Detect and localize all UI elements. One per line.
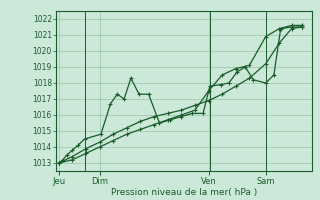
X-axis label: Pression niveau de la mer( hPa ): Pression niveau de la mer( hPa ) bbox=[111, 188, 257, 197]
